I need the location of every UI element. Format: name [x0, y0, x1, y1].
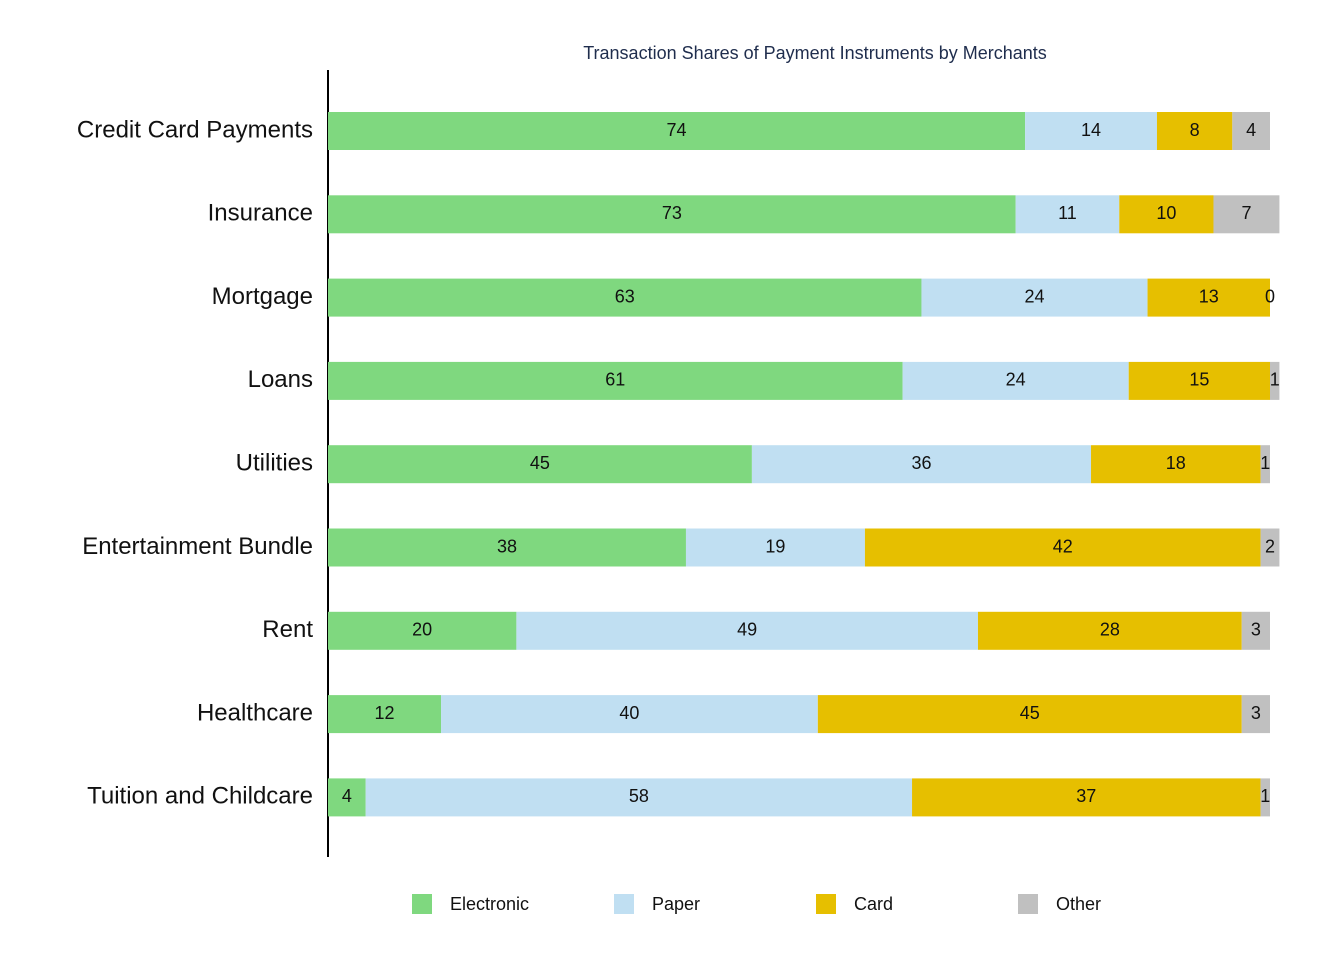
- data-label: 74: [667, 120, 687, 140]
- bar-segment: [328, 611, 517, 650]
- bar-segment: [1128, 361, 1270, 400]
- data-label: 13: [1199, 286, 1219, 306]
- data-label: 28: [1100, 620, 1120, 640]
- data-label: 49: [737, 620, 757, 640]
- bar-segment: [328, 528, 686, 567]
- data-label: 45: [530, 453, 550, 473]
- data-label: 1: [1270, 370, 1280, 390]
- data-label: 42: [1053, 536, 1073, 556]
- bar-segment: [328, 195, 1016, 234]
- bar-segment: [751, 445, 1092, 484]
- bar-segment: [921, 278, 1148, 317]
- bar-segment: [1091, 445, 1261, 484]
- data-label: 3: [1251, 620, 1261, 640]
- y-tick-label: Credit Card Payments: [77, 116, 313, 143]
- legend-label: Electronic: [450, 894, 529, 914]
- bar-segment: [817, 695, 1242, 734]
- bar-segment: [1260, 528, 1280, 567]
- data-label: 8: [1190, 120, 1200, 140]
- data-label: 4: [342, 786, 352, 806]
- data-label: 61: [605, 370, 625, 390]
- y-tick-label: Entertainment Bundle: [82, 533, 313, 560]
- data-label: 63: [615, 286, 635, 306]
- data-label: 18: [1166, 453, 1186, 473]
- y-tick-label: Utilities: [236, 450, 313, 477]
- data-label: 0: [1265, 286, 1275, 306]
- data-label: 73: [662, 203, 682, 223]
- data-label: 7: [1241, 203, 1251, 223]
- legend-label: Paper: [652, 894, 700, 914]
- bar-segment: [365, 778, 913, 817]
- data-label: 10: [1156, 203, 1176, 223]
- data-label: 38: [497, 536, 517, 556]
- y-tick-label: Insurance: [208, 200, 313, 227]
- data-label: 40: [619, 703, 639, 723]
- bar-segment: [328, 112, 1026, 150]
- data-label: 58: [629, 786, 649, 806]
- legend-label: Card: [854, 894, 893, 914]
- data-label: 1: [1260, 786, 1270, 806]
- y-tick-label: Healthcare: [197, 699, 313, 726]
- legend-swatch: [816, 894, 836, 914]
- y-tick-label: Loans: [248, 366, 313, 393]
- bar-segment: [1147, 278, 1270, 317]
- data-label: 20: [412, 620, 432, 640]
- y-tick-label: Rent: [262, 616, 313, 643]
- data-label: 36: [911, 453, 931, 473]
- data-label: 24: [1006, 370, 1026, 390]
- legend-label: Other: [1056, 894, 1101, 914]
- bar-segment: [1025, 112, 1157, 150]
- bar-segment: [441, 695, 818, 734]
- bar-segment: [1241, 695, 1270, 734]
- legend-swatch: [1018, 894, 1038, 914]
- bar-segment: [516, 611, 978, 650]
- data-label: 19: [765, 536, 785, 556]
- legend-swatch: [614, 894, 634, 914]
- bar-segment: [912, 778, 1261, 817]
- bar-segment: [328, 278, 922, 317]
- bar-segment: [1119, 195, 1214, 234]
- data-label: 14: [1081, 120, 1101, 140]
- bar-segment: [1260, 445, 1270, 484]
- bar-segment: [1015, 195, 1120, 234]
- bar-segment: [328, 778, 366, 817]
- bar-segment: [1270, 361, 1280, 400]
- bar-segment: [328, 361, 903, 400]
- y-tick-label: Mortgage: [212, 283, 313, 310]
- bar-segment: [1213, 195, 1280, 234]
- bar-segment: [1241, 611, 1270, 650]
- bar-segment: [1156, 112, 1233, 150]
- y-tick-label: Tuition and Childcare: [87, 783, 313, 810]
- data-label: 15: [1189, 370, 1209, 390]
- data-label: 12: [375, 703, 395, 723]
- bar-segment: [902, 361, 1129, 400]
- bar-segment: [977, 611, 1242, 650]
- bar-segment: [685, 528, 865, 567]
- chart-title: Transaction Shares of Payment Instrument…: [583, 43, 1047, 63]
- bar-segment: [1232, 112, 1270, 150]
- bar-segment: [328, 695, 442, 734]
- bar-segment: [1260, 778, 1270, 817]
- data-label: 24: [1024, 286, 1044, 306]
- bar-segment: [864, 528, 1261, 567]
- data-label: 1: [1260, 453, 1270, 473]
- data-label: 3: [1251, 703, 1261, 723]
- bar-segment: [328, 445, 752, 484]
- legend-swatch: [412, 894, 432, 914]
- data-label: 37: [1076, 786, 1096, 806]
- data-label: 11: [1058, 203, 1077, 223]
- data-label: 4: [1246, 120, 1256, 140]
- data-label: 2: [1265, 536, 1275, 556]
- data-label: 45: [1020, 703, 1040, 723]
